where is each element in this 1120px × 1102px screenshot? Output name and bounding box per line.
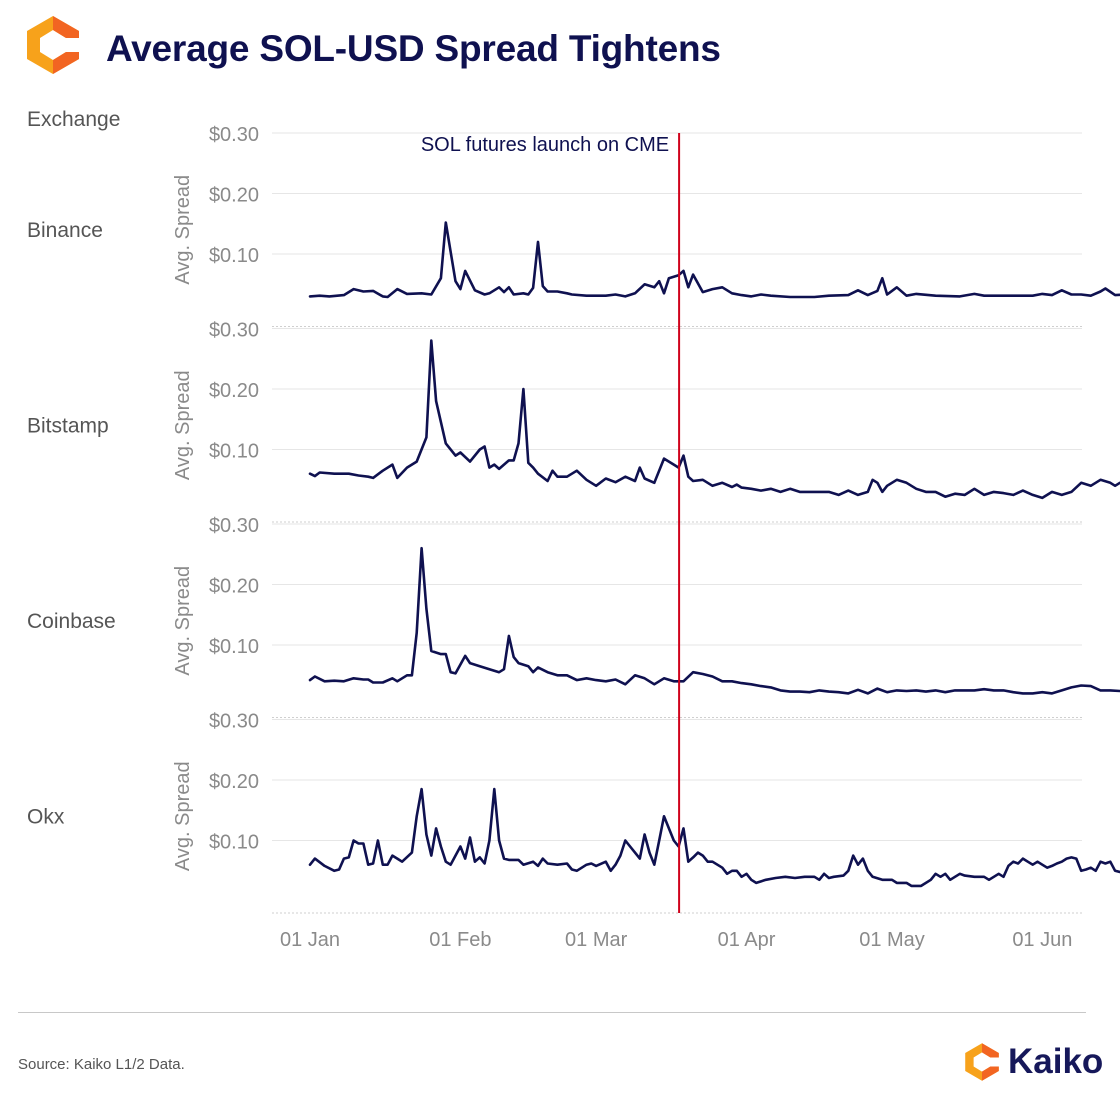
x-tick-label: 01 Mar	[565, 929, 628, 951]
annotation-label: SOL futures launch on CME	[421, 134, 669, 156]
y-tick-label: $0.20	[209, 576, 259, 598]
y-tick-label: $0.20	[209, 185, 259, 207]
logo-mark-accent	[53, 16, 79, 38]
facet-label: Okx	[27, 806, 65, 829]
y-axis-label: Avg. Spread	[172, 370, 194, 480]
kaiko-brand-icon	[965, 1043, 999, 1081]
logo-mark-accent-lower	[53, 52, 79, 74]
y-tick-label: $0.30	[209, 711, 259, 733]
y-axis-label: Avg. Spread	[172, 175, 194, 285]
series-line	[308, 546, 1120, 695]
x-tick-label: 01 Feb	[429, 929, 491, 951]
y-tick-label: $0.10	[209, 245, 259, 267]
y-tick-label: $0.10	[209, 636, 259, 658]
x-tick-label: 01 Jun	[1012, 929, 1072, 951]
x-tick-label: 01 May	[859, 929, 925, 951]
series-line	[308, 787, 1120, 888]
y-tick-label: $0.30	[209, 320, 259, 342]
faceted-line-chart: $0.30 $0.20 $0.10 Avg. Spread Binance $0.30 $0…	[27, 124, 1120, 951]
y-tick-label: $0.20	[209, 380, 259, 402]
brand-name: Kaiko	[1008, 1042, 1104, 1081]
facet-label: Bitstamp	[27, 415, 109, 438]
y-tick-label: $0.10	[209, 441, 259, 463]
x-tick-label: 01 Jan	[280, 929, 340, 951]
y-axis-label: Avg. Spread	[172, 566, 194, 676]
chart-title: Average SOL-USD Spread Tightens	[106, 28, 721, 69]
x-tick-label: 01 Apr	[718, 929, 776, 951]
series-line	[308, 339, 1120, 500]
source-note: Source: Kaiko L1/2 Data.	[18, 1056, 185, 1073]
y-tick-label: $0.30	[209, 124, 259, 146]
y-tick-label: $0.10	[209, 832, 259, 854]
kaiko-brand: Kaiko	[962, 1040, 1112, 1084]
facet-header-label: Exchange	[27, 108, 121, 131]
kaiko-logo-icon	[27, 16, 79, 74]
facet-label: Coinbase	[27, 610, 116, 633]
y-tick-label: $0.30	[209, 515, 259, 537]
series-line	[308, 221, 1120, 299]
facet-label: Binance	[27, 219, 103, 242]
y-tick-label: $0.20	[209, 771, 259, 793]
y-axis-label: Avg. Spread	[172, 761, 194, 871]
footer-divider	[18, 1012, 1086, 1013]
